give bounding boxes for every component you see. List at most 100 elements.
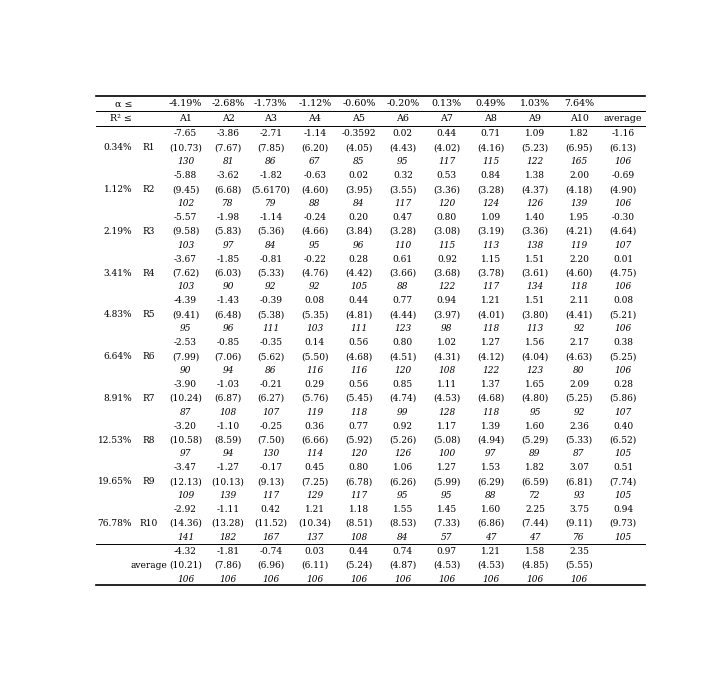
Text: (6.13): (6.13): [609, 143, 637, 152]
Text: 0.56: 0.56: [348, 338, 369, 347]
Text: (3.28): (3.28): [477, 185, 505, 194]
Text: (6.03): (6.03): [215, 268, 241, 277]
Text: 0.32: 0.32: [393, 171, 413, 180]
Text: 96: 96: [223, 325, 234, 333]
Text: -2.53: -2.53: [174, 338, 197, 347]
Text: 90: 90: [223, 282, 234, 291]
Text: (5.23): (5.23): [521, 143, 549, 152]
Text: -0.74: -0.74: [259, 547, 282, 556]
Text: 2.35: 2.35: [569, 547, 589, 556]
Text: 122: 122: [438, 282, 455, 291]
Text: -0.24: -0.24: [303, 213, 326, 222]
Text: 128: 128: [438, 408, 455, 417]
Text: 47: 47: [485, 533, 497, 542]
Text: A3: A3: [264, 115, 277, 124]
Text: 0.97: 0.97: [437, 547, 457, 556]
Text: (3.36): (3.36): [433, 185, 461, 194]
Text: (9.41): (9.41): [172, 310, 199, 319]
Text: 119: 119: [306, 408, 323, 417]
Text: 106: 106: [615, 282, 632, 291]
Text: 106: 106: [306, 575, 323, 584]
Text: 1.09: 1.09: [525, 129, 545, 138]
Text: 107: 107: [615, 240, 632, 250]
Text: 0.03: 0.03: [305, 547, 325, 556]
Text: (3.28): (3.28): [390, 227, 416, 236]
Text: 98: 98: [441, 325, 453, 333]
Text: (4.81): (4.81): [345, 310, 372, 319]
Text: 111: 111: [350, 325, 367, 333]
Text: 1.15: 1.15: [481, 254, 501, 263]
Text: 1.21: 1.21: [305, 505, 325, 514]
Text: -3.90: -3.90: [174, 380, 197, 389]
Text: -0.69: -0.69: [612, 171, 635, 180]
Text: 100: 100: [438, 450, 455, 459]
Text: (4.51): (4.51): [389, 352, 416, 361]
Text: (10.73): (10.73): [169, 143, 202, 152]
Text: R10: R10: [140, 519, 158, 528]
Text: 95: 95: [441, 491, 453, 500]
Text: (4.41): (4.41): [565, 310, 593, 319]
Text: -4.19%: -4.19%: [169, 99, 202, 108]
Text: 87: 87: [573, 450, 585, 459]
Text: A10: A10: [570, 115, 589, 124]
Text: 116: 116: [350, 366, 367, 375]
Text: 1.51: 1.51: [525, 296, 545, 305]
Text: (10.34): (10.34): [299, 519, 331, 528]
Text: 1.40: 1.40: [525, 213, 545, 222]
Text: 2.25: 2.25: [525, 505, 545, 514]
Text: 0.44: 0.44: [437, 129, 457, 138]
Text: (4.80): (4.80): [521, 394, 549, 403]
Text: -1.11: -1.11: [217, 505, 240, 514]
Text: 19.65%: 19.65%: [98, 477, 132, 486]
Text: 114: 114: [306, 450, 323, 459]
Text: 99: 99: [397, 408, 408, 417]
Text: α ≤: α ≤: [115, 99, 132, 108]
Text: 2.17: 2.17: [569, 338, 589, 347]
Text: (4.42): (4.42): [345, 268, 372, 277]
Text: 67: 67: [309, 157, 320, 166]
Text: 123: 123: [526, 366, 544, 375]
Text: 0.61: 0.61: [393, 254, 413, 263]
Text: 106: 106: [526, 575, 544, 584]
Text: (6.81): (6.81): [565, 477, 593, 486]
Text: 86: 86: [265, 366, 276, 375]
Text: (7.67): (7.67): [215, 143, 241, 152]
Text: 1.17: 1.17: [437, 422, 457, 431]
Text: (6.52): (6.52): [609, 436, 637, 445]
Text: 122: 122: [526, 157, 544, 166]
Text: 88: 88: [485, 491, 497, 500]
Text: (4.68): (4.68): [345, 352, 372, 361]
Text: -0.22: -0.22: [304, 254, 326, 263]
Text: 1.02: 1.02: [437, 338, 457, 347]
Text: 95: 95: [180, 325, 192, 333]
Text: 94: 94: [223, 366, 234, 375]
Text: 107: 107: [615, 408, 632, 417]
Text: 4.83%: 4.83%: [103, 310, 132, 319]
Text: 1.65: 1.65: [525, 380, 545, 389]
Text: 141: 141: [177, 533, 194, 542]
Text: 115: 115: [482, 157, 500, 166]
Text: 119: 119: [570, 240, 588, 250]
Text: (4.18): (4.18): [565, 185, 593, 194]
Text: 0.80: 0.80: [348, 464, 369, 473]
Text: 1.09: 1.09: [481, 213, 501, 222]
Text: 120: 120: [438, 199, 455, 208]
Text: (5.25): (5.25): [565, 394, 593, 403]
Text: 113: 113: [482, 240, 500, 250]
Text: 92: 92: [265, 282, 276, 291]
Text: (5.08): (5.08): [433, 436, 461, 445]
Text: 108: 108: [350, 533, 367, 542]
Text: -1.43: -1.43: [217, 296, 239, 305]
Text: -1.12%: -1.12%: [298, 99, 331, 108]
Text: 0.94: 0.94: [437, 296, 457, 305]
Text: 78: 78: [223, 199, 234, 208]
Text: (9.58): (9.58): [172, 227, 200, 236]
Text: 107: 107: [262, 408, 279, 417]
Text: 1.45: 1.45: [437, 505, 457, 514]
Text: (4.75): (4.75): [609, 268, 637, 277]
Text: 84: 84: [265, 240, 276, 250]
Text: (4.74): (4.74): [389, 394, 416, 403]
Text: -0.39: -0.39: [260, 296, 282, 305]
Text: 0.08: 0.08: [304, 296, 325, 305]
Text: 7.64%: 7.64%: [564, 99, 594, 108]
